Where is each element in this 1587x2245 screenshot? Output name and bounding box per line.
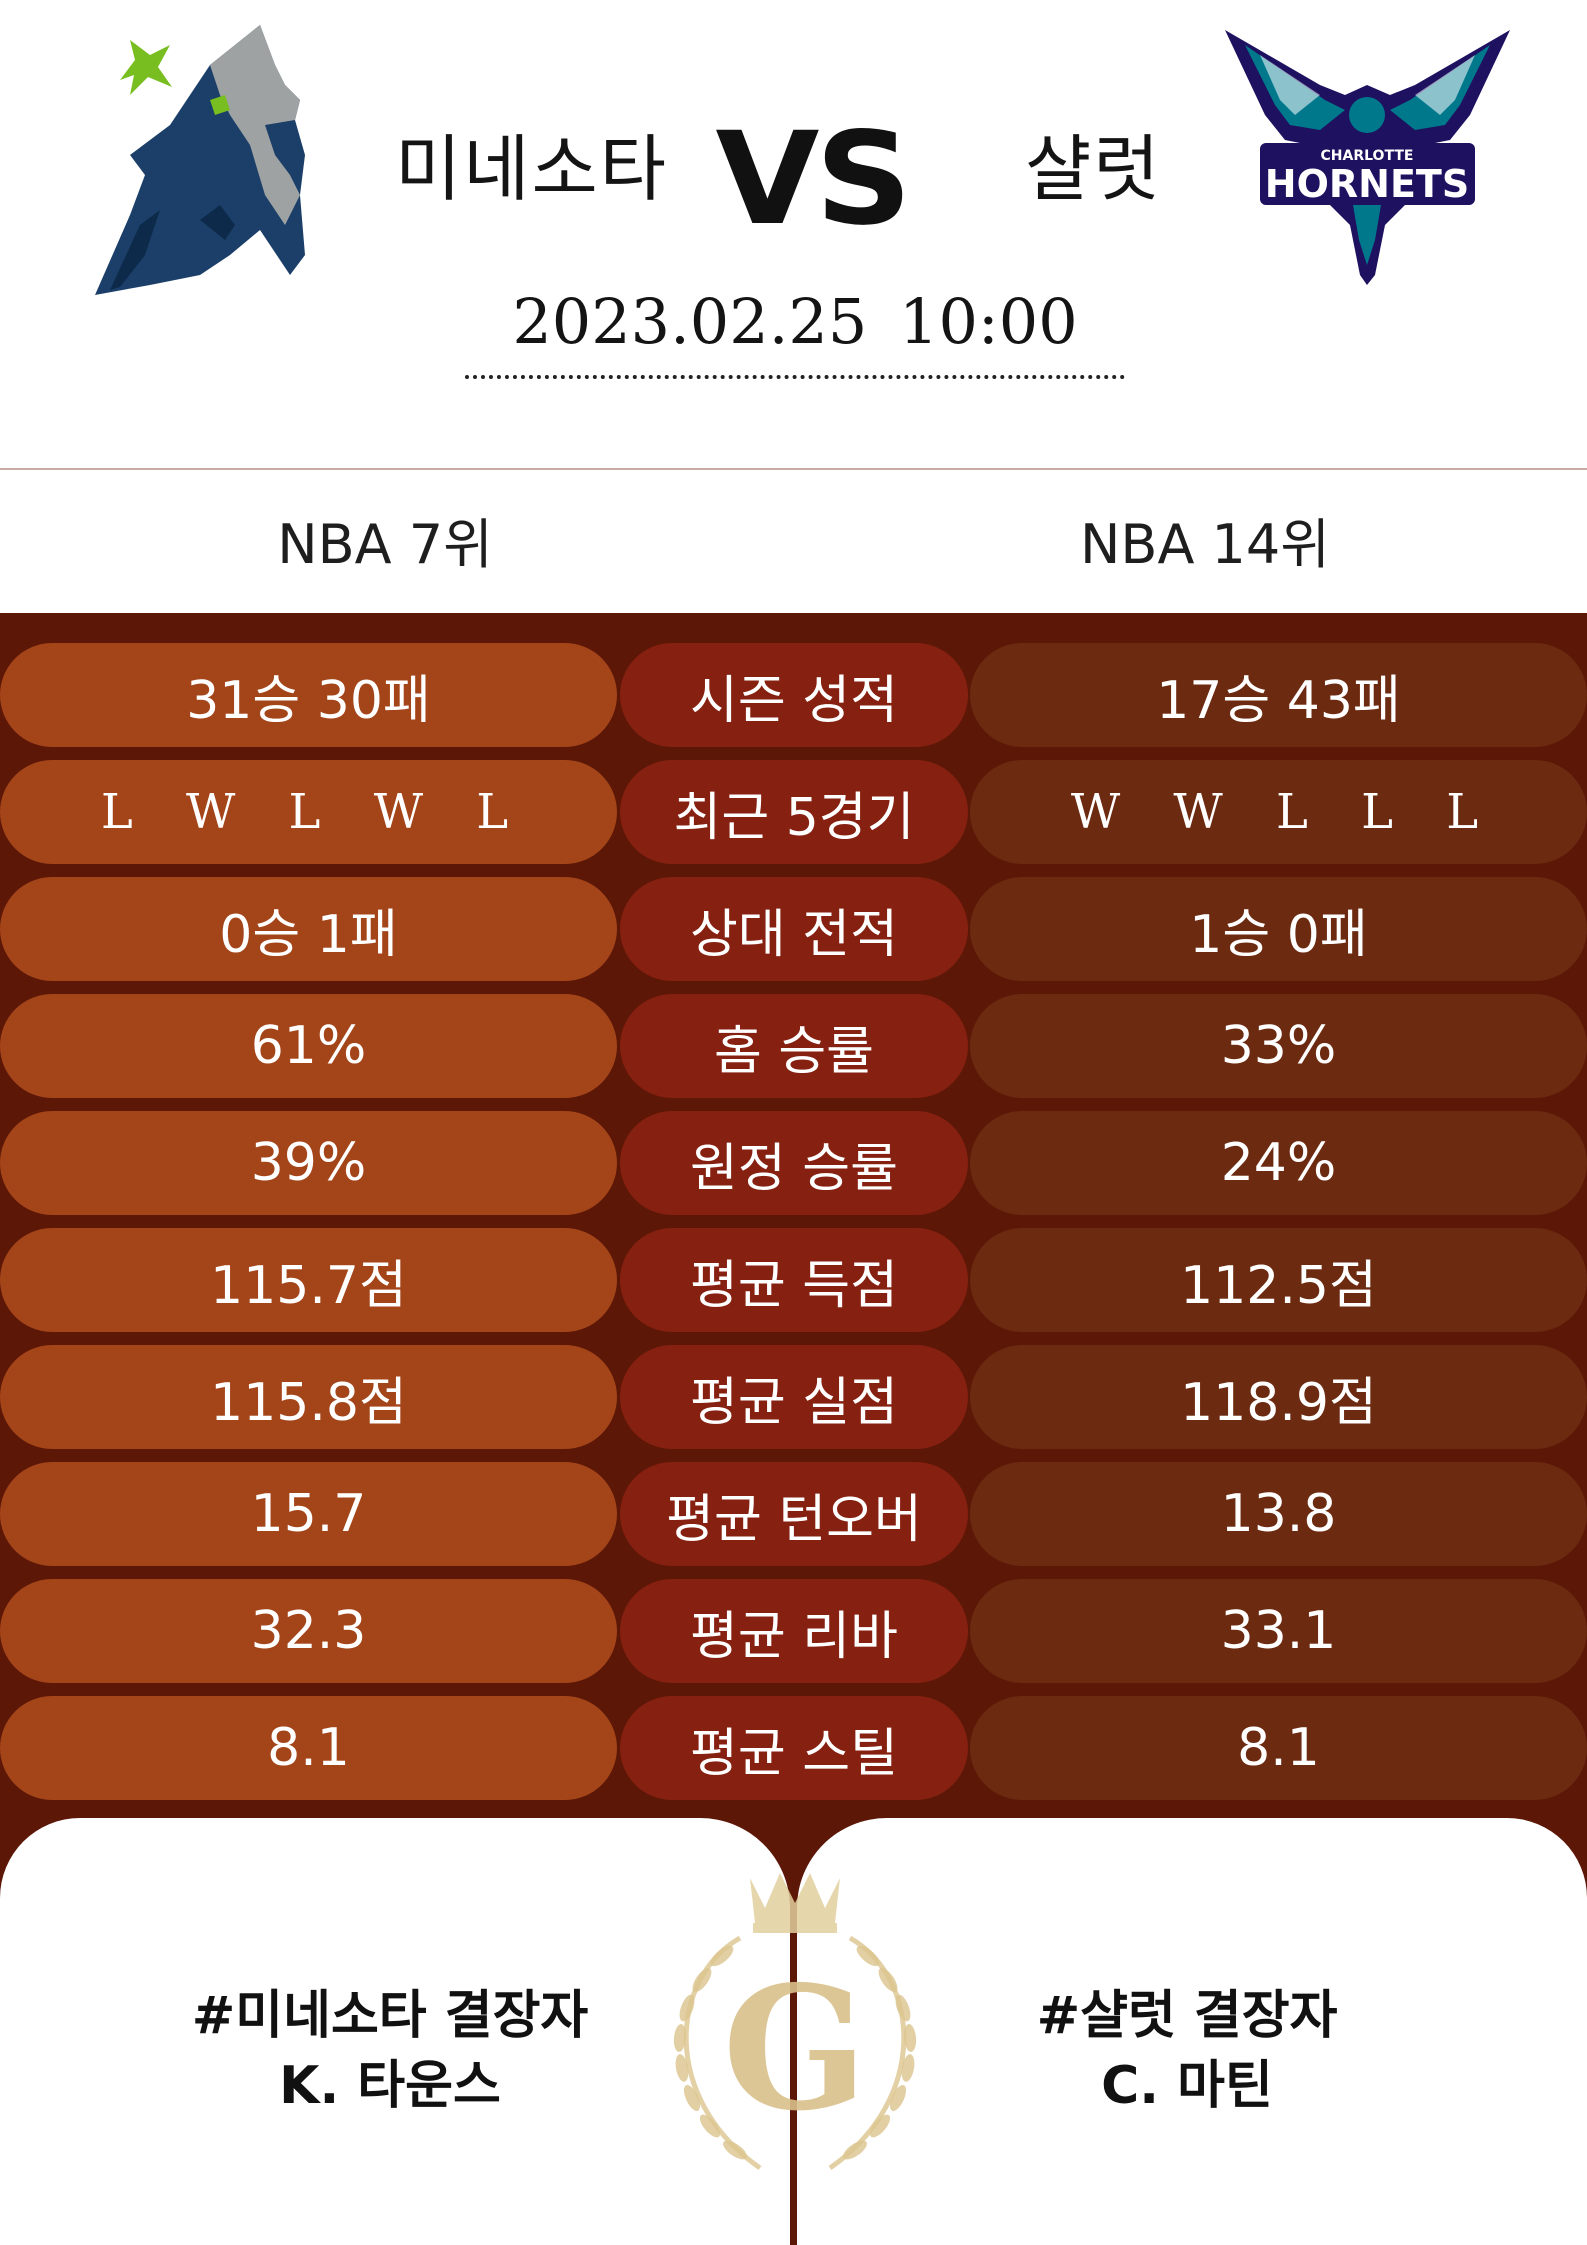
away-stat-value: 118.9점 xyxy=(970,1345,1587,1449)
home-stat-value: 15.7 xyxy=(0,1462,617,1566)
away-stat-value: W W L L L xyxy=(970,760,1587,864)
stat-row-recent-five: L W L W L 최근 5경기 W W L L L xyxy=(0,760,1587,864)
stat-label: 상대 전적 xyxy=(620,877,968,981)
stat-row-away-win-rate: 39% 원정 승률 24% xyxy=(0,1111,1587,1215)
stat-label: 최근 5경기 xyxy=(620,760,968,864)
away-absence-title: #샬럿 결장자 xyxy=(1036,1986,1338,2046)
stat-label: 평균 스틸 xyxy=(620,1696,968,1800)
stat-label: 평균 리바 xyxy=(620,1579,968,1683)
stat-row-home-win-rate: 61% 홈 승률 33% xyxy=(0,994,1587,1098)
hornets-logo-text-top: CHARLOTTE xyxy=(1321,148,1414,164)
stat-row-season-record: 31승 30패 시즌 성적 17승 43패 xyxy=(0,643,1587,747)
away-stat-value: 33.1 xyxy=(970,1579,1587,1683)
stat-label: 원정 승률 xyxy=(620,1111,968,1215)
away-stat-value: 13.8 xyxy=(970,1462,1587,1566)
crown-laurel-icon: G xyxy=(673,1873,917,2171)
home-absence-card: #미네소타 결장자 K. 타운스 xyxy=(0,1818,790,2245)
stat-row-avg-turnover: 15.7 평균 턴오버 13.8 xyxy=(0,1462,1587,1566)
home-stat-value: 31승 30패 xyxy=(0,643,617,747)
away-team-name: 샬럿 xyxy=(1025,127,1162,211)
home-stat-value: 61% xyxy=(0,994,617,1098)
stat-label: 평균 실점 xyxy=(620,1345,968,1449)
home-stat-value: 32.3 xyxy=(0,1579,617,1683)
hornets-logo-text-main: HORNETS xyxy=(1265,162,1469,206)
away-stat-value: 1승 0패 xyxy=(970,877,1587,981)
away-stat-value: 33% xyxy=(970,994,1587,1098)
vs-label: VS xyxy=(715,105,912,254)
home-stat-value: 0승 1패 xyxy=(0,877,617,981)
away-rank: NBA 14위 xyxy=(1080,513,1330,576)
home-rank: NBA 7위 xyxy=(277,513,493,576)
emblem-letter: G xyxy=(722,1949,867,2149)
home-team-name: 미네소타 xyxy=(395,127,668,211)
stat-label: 평균 턴오버 xyxy=(620,1462,968,1566)
stats-table: 31승 30패 시즌 성적 17승 43패 L W L W L 최근 5경기 W… xyxy=(0,613,1587,1805)
stat-row-avg-points: 115.7점 평균 득점 112.5점 xyxy=(0,1228,1587,1332)
home-stat-value: 39% xyxy=(0,1111,617,1215)
hornets-logo: CHARLOTTE HORNETS xyxy=(1225,30,1510,285)
home-stat-value: 8.1 xyxy=(0,1696,617,1800)
stat-label: 평균 득점 xyxy=(620,1228,968,1332)
away-stat-value: 17승 43패 xyxy=(970,643,1587,747)
stat-row-avg-rebound: 32.3 평균 리바 33.1 xyxy=(0,1579,1587,1683)
match-datetime: 2023.02.25 10:00 xyxy=(512,285,1078,358)
timberwolves-logo xyxy=(95,25,305,295)
home-absence-title: #미네소타 결장자 xyxy=(191,1986,589,2046)
away-absence-card: #샬럿 결장자 C. 마틴 xyxy=(797,1818,1587,2245)
away-stat-value: 112.5점 xyxy=(970,1228,1587,1332)
home-stat-value: L W L W L xyxy=(0,760,617,864)
stat-row-avg-steal: 8.1 평균 스틸 8.1 xyxy=(0,1696,1587,1800)
home-absent-players: K. 타운스 xyxy=(279,2056,501,2116)
stat-row-avg-allowed: 115.8점 평균 실점 118.9점 xyxy=(0,1345,1587,1449)
rank-divider xyxy=(0,468,1587,470)
stat-label: 시즌 성적 xyxy=(620,643,968,747)
home-stat-value: 115.7점 xyxy=(0,1228,617,1332)
away-absent-players: C. 마틴 xyxy=(1101,2056,1273,2116)
stat-row-head-to-head: 0승 1패 상대 전적 1승 0패 xyxy=(0,877,1587,981)
datetime-divider xyxy=(465,375,1125,379)
away-stat-value: 24% xyxy=(970,1111,1587,1215)
home-stat-value: 115.8점 xyxy=(0,1345,617,1449)
stat-label: 홈 승률 xyxy=(620,994,968,1098)
away-stat-value: 8.1 xyxy=(970,1696,1587,1800)
